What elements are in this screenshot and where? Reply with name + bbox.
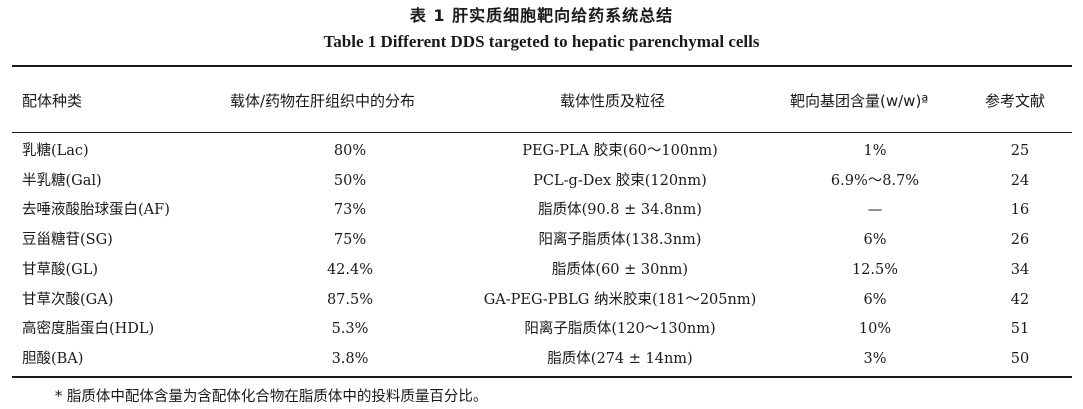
cell-reference: 51 [1010,321,1030,338]
footnote: * 脂质体中配体含量为含配体化合物在脂质体中的投料质量百分比。 [55,389,488,405]
cell-ligand-type: 乳糖(Lac) [22,143,89,159]
cell-reference: 25 [1010,143,1030,159]
cell-liver-distribution: 3.8% [331,350,369,367]
cell-reference: 16 [1010,202,1030,219]
cell-reference: 42 [1010,291,1030,308]
header-liver-distribution: 载体/药物在肝组织中的分布 [230,92,416,110]
cell-reference: 50 [1010,350,1030,367]
table-row: 乳糖(Lac) 80% PEG-PLA 胶束(60～100nm) 1% 25 [0,136,1083,166]
top-rule [12,65,1072,67]
cell-ligand-type: 半乳糖(Gal) [22,172,102,189]
cell-liver-distribution: 5.3% [331,321,369,338]
cell-carrier-properties: 脂质体(90.8 ± 34.8nm) [538,202,702,219]
cell-liver-distribution: 80% [333,143,367,159]
cell-liver-distribution: 87.5% [326,291,374,308]
header-rule [12,132,1072,133]
cell-targeting-content: 12.5% [851,261,899,278]
header-ligand-type: 配体种类 [22,92,83,110]
cell-ligand-type: 豆甾糖苷(SG) [22,232,113,249]
cell-targeting-content: 6% [863,232,887,249]
table-row: 甘草次酸(GA) 87.5% GA-PEG-PBLG 纳米胶束(181～205nm)… [0,285,1083,315]
cell-carrier-properties: 阳离子脂质体(138.3nm) [538,232,702,249]
cell-liver-distribution: 50% [333,172,367,189]
cell-liver-distribution: 42.4% [326,261,374,278]
table-row: 胆酸(BA) 3.8% 脂质体(274 ± 14nm) 3% 50 [0,344,1083,374]
cell-carrier-properties: PCL-g-Dex 胶束(120nm) [533,172,707,189]
cell-targeting-content: 10% [858,321,892,338]
table-row: 甘草酸(GL) 42.4% 脂质体(60 ± 30nm) 12.5% 34 [0,255,1083,285]
table-row: 豆甾糖苷(SG) 75% 阳离子脂质体(138.3nm) 6% 26 [0,225,1083,255]
cell-carrier-properties: 脂质体(60 ± 30nm) [551,261,689,278]
table-row: 半乳糖(Gal) 50% PCL-g-Dex 胶束(120nm) 6.9%～8.7% 2… [0,166,1083,196]
header-targeting-content: 靶向基团含量(w/w)ª [790,92,929,110]
table-row: 高密度脂蛋白(HDL) 5.3% 阳离子脂质体(120～130nm) 10% 51 [0,314,1083,344]
cell-targeting-content: 6.9%～8.7% [830,172,920,189]
cell-reference: 24 [1010,172,1030,189]
bottom-rule [12,376,1072,378]
cell-targeting-content: 3% [863,350,887,367]
header-carrier-properties: 载体性质及粒径 [560,92,666,110]
cell-ligand-type: 甘草酸(GL) [22,261,99,278]
cell-carrier-properties: GA-PEG-PBLG 纳米胶束(181～205nm) [483,291,757,308]
cell-ligand-type: 高密度脂蛋白(HDL) [22,321,155,338]
table-row: 去唾液酸胎球蛋白(AF) 73% 脂质体(90.8 ± 34.8nm) — 16 [0,195,1083,225]
cell-liver-distribution: 73% [333,202,367,219]
cell-ligand-type: 甘草次酸(GA) [22,291,114,308]
cell-ligand-type: 去唾液酸胎球蛋白(AF) [22,202,170,219]
cell-targeting-content: 6% [863,291,887,308]
cell-ligand-type: 胆酸(BA) [22,350,84,367]
table-title-english: Table 1 Different DDS targeted to hepati… [323,32,760,51]
cell-reference: 34 [1010,261,1030,278]
table-title-chinese: 表 1 肝实质细胞靶向给药系统总结 [409,6,674,25]
cell-liver-distribution: 75% [333,232,367,249]
cell-carrier-properties: 阳离子脂质体(120～130nm) [524,321,716,338]
cell-reference: 26 [1010,232,1030,249]
header-references: 参考文献 [985,92,1046,110]
cell-carrier-properties: PEG-PLA 胶束(60～100nm) [522,143,718,159]
cell-targeting-content: — [867,202,883,219]
cell-targeting-content: 1% [863,143,887,159]
cell-carrier-properties: 脂质体(274 ± 14nm) [547,350,693,367]
